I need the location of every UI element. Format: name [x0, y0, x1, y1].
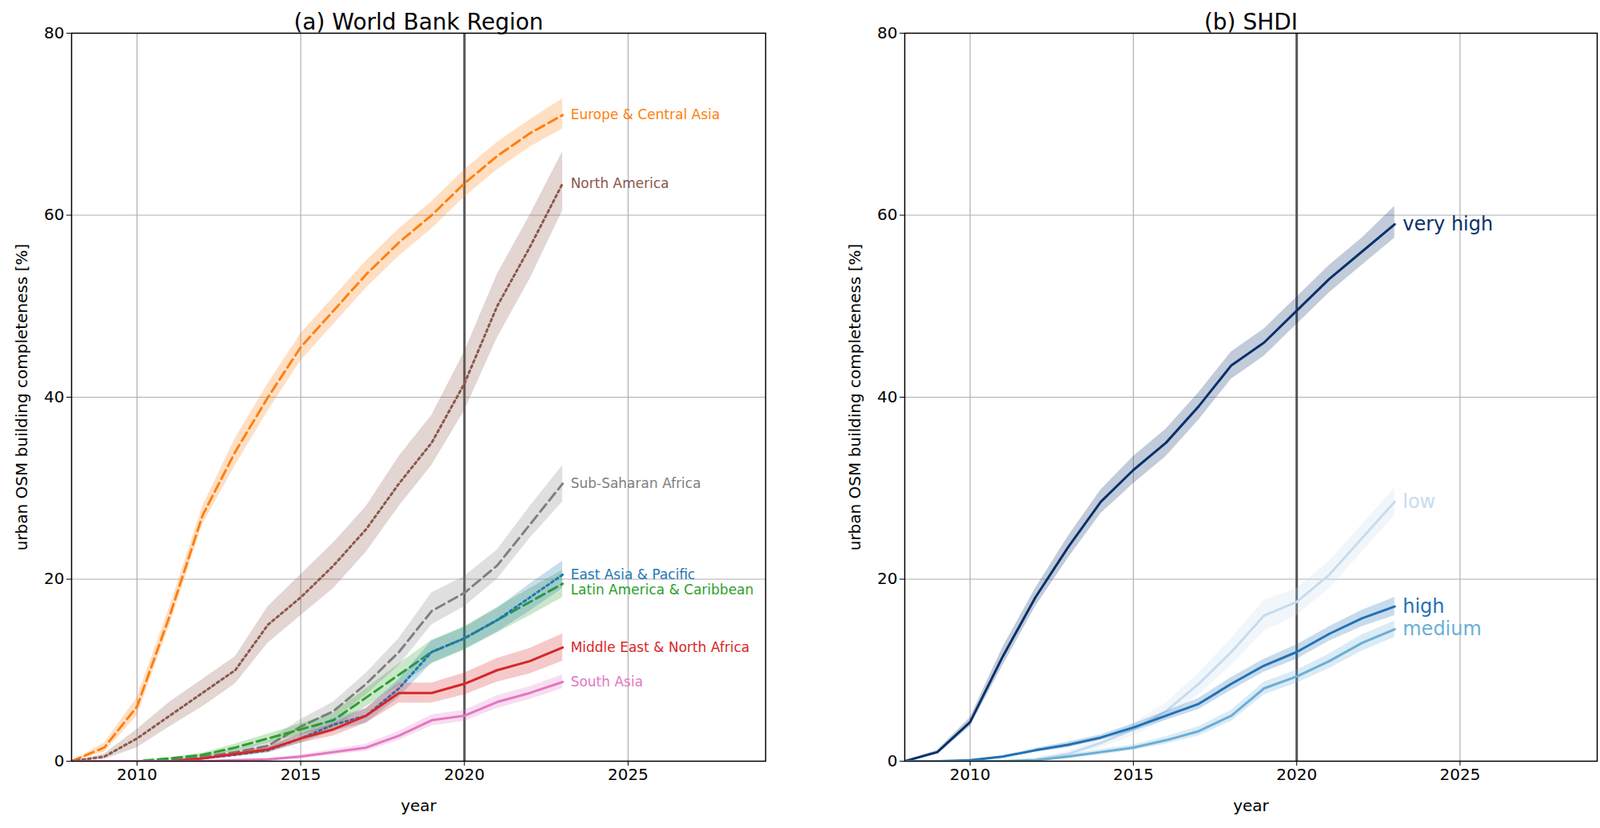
svg-text:20: 20	[877, 568, 898, 588]
svg-text:urban OSM building completenes: urban OSM building completeness [%]	[11, 243, 32, 551]
svg-text:East Asia & Pacific: East Asia & Pacific	[570, 566, 696, 583]
svg-text:2015: 2015	[280, 764, 322, 784]
svg-text:2025: 2025	[1439, 764, 1481, 784]
svg-text:urban OSM building completenes: urban OSM building completeness [%]	[845, 243, 865, 551]
svg-text:North America: North America	[570, 175, 670, 192]
svg-text:40: 40	[877, 387, 898, 407]
svg-text:80: 80	[43, 23, 64, 43]
svg-text:60: 60	[877, 204, 898, 224]
svg-text:year: year	[1232, 795, 1269, 815]
svg-text:Sub-Saharan Africa: Sub-Saharan Africa	[570, 474, 702, 491]
svg-text:40: 40	[43, 387, 64, 407]
svg-text:80: 80	[877, 23, 898, 43]
svg-text:low: low	[1402, 490, 1436, 513]
svg-text:very high: very high	[1402, 212, 1493, 236]
svg-text:0: 0	[54, 750, 65, 771]
svg-text:Middle East & North Africa: Middle East & North Africa	[570, 638, 751, 655]
svg-text:(a) World Bank Region: (a) World Bank Region	[293, 8, 543, 36]
svg-text:(b) SHDI: (b) SHDI	[1204, 8, 1298, 36]
svg-text:2010: 2010	[116, 764, 158, 784]
svg-text:2020: 2020	[1276, 764, 1317, 784]
svg-text:South Asia: South Asia	[570, 673, 643, 690]
svg-text:year: year	[400, 795, 437, 815]
svg-text:Latin America & Caribbean: Latin America & Caribbean	[570, 581, 755, 598]
svg-text:2015: 2015	[1113, 764, 1154, 784]
svg-text:2010: 2010	[949, 764, 991, 784]
svg-text:2025: 2025	[607, 764, 649, 784]
svg-text:Europe & Central Asia: Europe & Central Asia	[570, 106, 721, 123]
svg-text:60: 60	[43, 204, 64, 224]
svg-text:0: 0	[887, 750, 898, 771]
svg-text:20: 20	[43, 568, 64, 588]
svg-text:2020: 2020	[443, 764, 485, 784]
svg-text:high: high	[1402, 594, 1445, 618]
svg-text:medium: medium	[1402, 617, 1482, 640]
